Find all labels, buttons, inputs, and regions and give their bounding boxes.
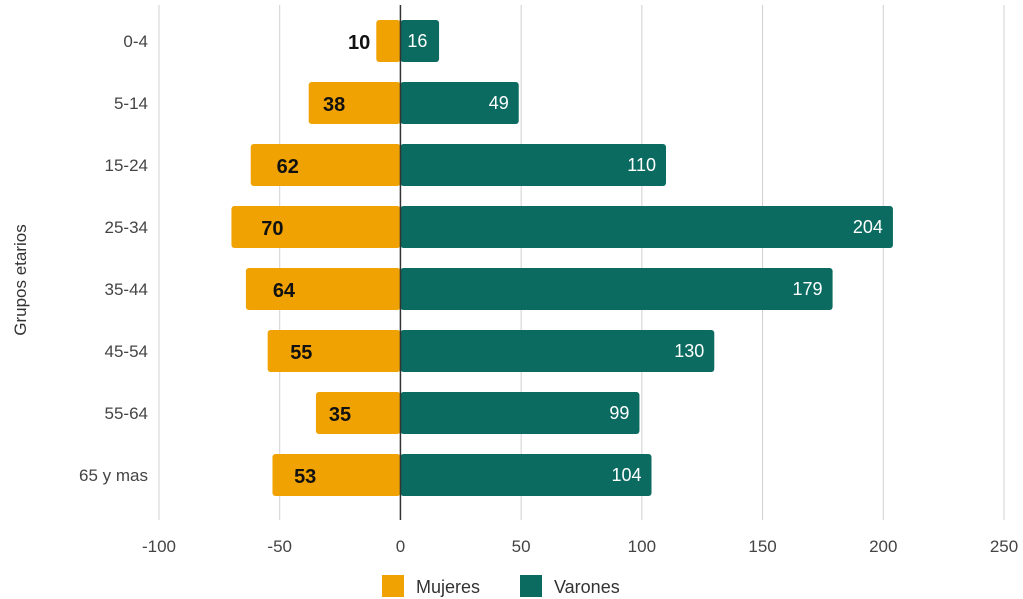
y-axis-label: Grupos etarios: [11, 224, 30, 336]
legend-label: Mujeres: [416, 577, 480, 597]
data-label-mujeres: 10: [348, 32, 370, 54]
data-label-varones: 104: [611, 465, 641, 485]
bar-mujeres: [272, 454, 401, 496]
legend-label: Varones: [554, 577, 620, 597]
data-label-varones: 110: [627, 155, 656, 175]
x-tick-label: 250: [990, 537, 1018, 556]
bar-varones: [400, 330, 715, 372]
data-labels: 10 16 38 49 62 110 70 204 64 179 55 130 35 99 53 104: [261, 31, 883, 488]
data-label-mujeres: 53: [294, 466, 316, 488]
category-label: 55-64: [105, 404, 148, 423]
bar-mujeres: [245, 268, 401, 310]
bar-mujeres: [250, 144, 401, 186]
category-label: 0-4: [123, 32, 148, 51]
x-tick-label: -100: [142, 537, 176, 556]
category-label: 25-34: [105, 218, 148, 237]
data-label-varones: 16: [407, 31, 427, 51]
bar-varones: [400, 268, 833, 310]
bar-mujeres: [376, 20, 401, 62]
data-label-mujeres: 35: [329, 404, 351, 426]
data-label-varones: 204: [853, 217, 883, 237]
gridlines: [158, 5, 1005, 520]
data-label-mujeres: 70: [261, 218, 283, 240]
x-tick-label: 50: [512, 537, 531, 556]
bar-mujeres: [308, 82, 401, 124]
bar-varones: [400, 20, 440, 62]
bar-varones: [400, 82, 519, 124]
category-label: 5-14: [114, 94, 148, 113]
category-label: 45-54: [105, 342, 148, 361]
axes: -100 -50 0 50 100 150 200 250 0-4 5-14 15-24 25-34 3…: [79, 5, 1018, 556]
bar-mujeres: [315, 392, 401, 434]
data-label-varones: 130: [674, 341, 704, 361]
legend-swatch: [382, 575, 404, 597]
category-label: 15-24: [105, 156, 148, 175]
data-label-mujeres: 38: [323, 94, 345, 116]
bar-mujeres: [231, 206, 401, 248]
bar-varones: [400, 144, 666, 186]
x-tick-label: -50: [267, 537, 292, 556]
bar-mujeres: [267, 330, 401, 372]
data-label-varones: 49: [489, 93, 509, 113]
legend-swatch: [520, 575, 542, 597]
bars: [231, 20, 893, 496]
data-label-varones: 99: [609, 403, 629, 423]
category-label: 65 y mas: [79, 466, 148, 485]
x-tick-label: 100: [628, 537, 656, 556]
bar-varones: [400, 206, 893, 248]
bar-varones: [400, 392, 640, 434]
data-label-varones: 179: [793, 279, 823, 299]
x-tick-label: 150: [748, 537, 776, 556]
legend: Mujeres Varones: [382, 575, 620, 597]
x-tick-label: 200: [869, 537, 897, 556]
x-tick-label: 0: [396, 537, 405, 556]
bar-varones: [400, 454, 652, 496]
category-label: 35-44: [105, 280, 148, 299]
data-label-mujeres: 55: [290, 342, 312, 364]
data-label-mujeres: 62: [277, 156, 299, 178]
data-label-mujeres: 64: [273, 280, 296, 302]
